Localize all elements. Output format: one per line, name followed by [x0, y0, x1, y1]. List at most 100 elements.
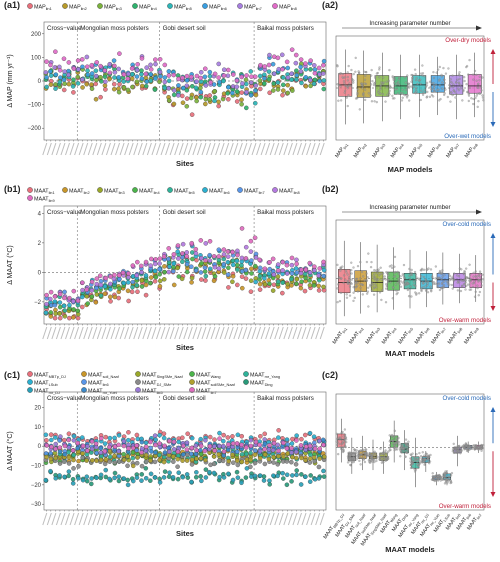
- box-jitter-b2-0-9: [350, 269, 353, 272]
- scatter-point-c1-5-34: [198, 436, 203, 442]
- legend-label-b1-3-sub: lin4: [154, 190, 161, 195]
- box-jitter-b2-1-16: [366, 290, 369, 293]
- scatter-point-b1-8-58: [307, 260, 313, 266]
- box-jitter-a2-2-23: [378, 66, 381, 69]
- scatter-point-a1-5-2: [53, 72, 59, 77]
- box-jitter-b2-6-25: [441, 269, 444, 272]
- site-label-mark-a1-58: [306, 142, 312, 156]
- box-jitter-a2-5-9: [441, 87, 444, 90]
- scatter-point-b1-8-43: [239, 226, 245, 231]
- scatter-point-c1-12-21: [139, 446, 145, 452]
- xtick-label-c2-5-sub: Wang: [389, 513, 398, 523]
- box-jitter-c2-5-33: [393, 429, 396, 432]
- box-jitter-b2-5-33: [424, 278, 427, 281]
- scatter-point-b1-0-2: [52, 315, 58, 321]
- scatter-point-c1-5-29: [176, 439, 181, 445]
- scatter-point-b1-7-44: [243, 244, 249, 250]
- group-label-b1-2: Gobi desert soil: [163, 209, 206, 216]
- scatter-point-a1-3-34: [198, 94, 204, 100]
- scatter-point-a1-4-15: [112, 75, 117, 80]
- scatter-point-c1-8-17: [121, 457, 127, 463]
- site-label-mark-a1-42: [233, 142, 239, 156]
- box-jitter-b2-0-26: [338, 300, 342, 303]
- box-jitter-a2-4-6: [414, 88, 418, 91]
- legend-marker-c1-9: [243, 379, 249, 385]
- site-label-mark-c1-21: [137, 512, 143, 526]
- scatter-point-a1-7-35: [202, 66, 208, 72]
- box-jitter-b2-2-6: [371, 284, 374, 287]
- box-jitter-b2-6-8: [434, 277, 437, 280]
- scatter-point-a1-7-16: [117, 51, 122, 56]
- scatter-point-a1-5-27: [166, 69, 172, 74]
- site-label-mark-c1-15: [110, 512, 116, 526]
- legend-label-b1-0-main: MAAT: [34, 189, 49, 195]
- group-label-a1-0: Cross−value: [47, 25, 82, 32]
- scatter-point-b1-3-21: [139, 284, 145, 289]
- box-jitter-c2-11-32: [456, 449, 459, 452]
- scatter-point-b1-8-24: [153, 257, 158, 262]
- side-arrowhead-up-a2: [490, 49, 496, 54]
- box-jitter-b2-7-30: [465, 284, 468, 287]
- box-jitter-b2-7-34: [458, 281, 461, 284]
- site-label-mark-a1-13: [101, 142, 107, 156]
- box-jitter-b2-3-34: [384, 301, 388, 304]
- box-jitter-b2-4-23: [406, 288, 409, 292]
- legend-label-c1-3-main: MAAT: [196, 373, 211, 379]
- site-label-mark-a1-3: [55, 142, 61, 156]
- legend-label-c1-13-main: MAAT: [196, 389, 211, 395]
- scatter-point-b1-5-4: [61, 303, 67, 309]
- box-jitter-c2-0-31: [340, 447, 343, 451]
- ytick-label-c1-1: −20: [31, 483, 42, 489]
- scatter-point-b1-5-29: [175, 249, 180, 254]
- box-jitter-b2-8-23: [480, 284, 483, 287]
- site-label-mark-a1-10: [87, 142, 93, 156]
- scatter-point-c1-7-41: [231, 460, 236, 465]
- legend-label-a1-4-main: MAP: [174, 5, 186, 11]
- box-jitter-b2-7-37: [460, 279, 463, 282]
- scatter-point-a1-5-9: [85, 72, 91, 78]
- box-jitter-b2-8-16: [474, 290, 477, 293]
- site-label-mark-b1-3: [55, 326, 61, 340]
- legend-marker-c1-1: [81, 371, 87, 377]
- legend-marker-a1-2: [97, 3, 103, 9]
- scatter-point-b1-2-50: [270, 288, 276, 293]
- scatter-point-a1-4-23: [148, 78, 154, 84]
- side-label-bottom-a2: Over-wet models: [444, 133, 491, 140]
- scatter-point-c1-10-34: [199, 478, 204, 484]
- scatter-point-a1-5-57: [303, 75, 309, 80]
- scatter-point-a1-3-28: [171, 92, 177, 98]
- site-label-mark-b1-26: [160, 326, 166, 340]
- scatter-point-b1-7-20: [134, 273, 139, 278]
- scatter-point-a1-7-53: [284, 59, 290, 65]
- scatter-point-a1-4-0: [44, 84, 49, 90]
- scatter-point-c1-4-44: [244, 451, 249, 457]
- site-label-mark-c1-52: [278, 512, 284, 526]
- box-jitter-b2-2-0: [369, 266, 373, 269]
- box-jitter-a2-5-21: [435, 71, 438, 74]
- scatter-point-a1-2-58: [308, 83, 313, 89]
- scatter-point-b1-6-32: [189, 264, 194, 269]
- site-label-mark-c1-0: [42, 512, 48, 526]
- scatter-point-c1-8-58: [307, 456, 313, 461]
- xtick-label-a2-0-main: MAP: [334, 146, 346, 159]
- scatter-point-c1-10-55: [294, 472, 299, 478]
- scatter-point-b1-7-6: [70, 298, 76, 304]
- box-jitter-c2-9-26: [435, 473, 438, 477]
- scatter-point-a1-0-16: [117, 82, 122, 87]
- scatter-point-c1-0-31: [185, 431, 190, 437]
- box-jitter-a2-3-25: [395, 88, 399, 91]
- box-jitter-a2-2-17: [386, 93, 389, 96]
- box-jitter-c2-3-35: [368, 454, 371, 457]
- scatter-point-c1-11-26: [162, 450, 168, 455]
- box-jitter-a2-2-22: [382, 81, 385, 84]
- box-jitter-a2-1-25: [370, 74, 373, 77]
- scatter-point-b1-7-60: [316, 273, 321, 278]
- scatter-point-c1-5-54: [289, 441, 295, 446]
- scatter-point-c1-12-33: [193, 443, 199, 448]
- site-label-mark-a1-33: [192, 142, 198, 156]
- site-label-mark-b1-27: [165, 326, 171, 340]
- box-jitter-c2-12-21: [468, 448, 471, 451]
- legend-marker-b1-8: [27, 195, 33, 201]
- scatter-point-b1-1-45: [249, 266, 254, 271]
- site-label-mark-a1-43: [237, 142, 243, 156]
